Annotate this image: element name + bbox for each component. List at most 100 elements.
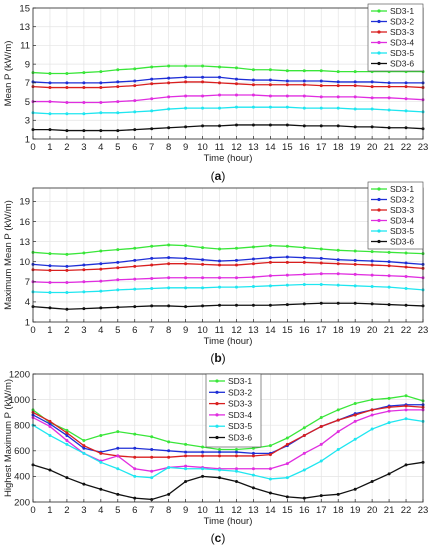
data-point-SD3-3 (285, 442, 289, 446)
data-point-SD3-3 (82, 444, 86, 448)
data-point-SD3-1 (116, 68, 120, 72)
data-point-SD3-4 (234, 467, 238, 471)
data-point-SD3-6 (234, 303, 238, 307)
data-point-SD3-1 (65, 428, 69, 432)
data-point-SD3-5 (218, 106, 222, 110)
data-point-SD3-2 (201, 258, 205, 262)
data-point-SD3-1 (404, 394, 408, 398)
x-tick-label: 23 (418, 505, 429, 516)
series-line-SD3-6 (33, 124, 424, 132)
data-point-SD3-3 (370, 408, 374, 412)
legend-label-SD3-3: SD3-3 (228, 399, 252, 409)
data-point-SD3-4 (48, 280, 52, 284)
data-point-SD3-1 (82, 251, 86, 255)
data-point-SD3-3 (218, 263, 222, 267)
x-tick-label: 10 (197, 505, 208, 516)
x-axis-label: Time (hour) (204, 516, 253, 527)
data-point-SD3-2 (234, 77, 238, 81)
data-point-SD3-2 (48, 422, 52, 426)
data-point-SD3-2 (234, 450, 238, 454)
data-point-SD3-2 (319, 79, 323, 83)
x-tick-label: 23 (418, 142, 429, 153)
data-point-SD3-1 (251, 68, 255, 72)
data-point-SD3-3 (319, 84, 323, 88)
data-point-SD3-4 (268, 467, 272, 471)
x-tick-label: 19 (350, 505, 361, 516)
legend-label-SD3-1: SD3-1 (228, 376, 252, 386)
data-point-SD3-5 (201, 286, 205, 290)
data-point-SD3-4 (370, 413, 374, 417)
data-point-SD3-2 (116, 446, 120, 450)
data-point-SD3-5 (116, 111, 120, 115)
data-point-SD3-1 (201, 445, 205, 449)
data-point-SD3-4 (302, 272, 306, 276)
data-point-SD3-2 (116, 80, 120, 84)
series-line-SD3-3 (32, 405, 424, 458)
data-point-SD3-2 (404, 261, 408, 265)
data-point-SD3-5 (150, 109, 154, 113)
data-point-SD3-4 (150, 276, 154, 280)
data-point-SD3-1 (387, 396, 391, 400)
data-point-SD3-2 (65, 433, 69, 437)
data-point-SD3-4 (370, 273, 374, 277)
data-point-SD3-2 (353, 80, 357, 84)
data-point-SD3-5 (133, 474, 137, 478)
series-line-SD3-1 (32, 65, 423, 75)
data-point-SD3-1 (268, 444, 272, 448)
data-point-SD3-5 (65, 442, 69, 446)
x-tick-label: 6 (132, 505, 137, 516)
data-point-SD3-1 (370, 250, 374, 254)
data-point-SD3-6 (116, 305, 120, 309)
plot-area (33, 188, 423, 322)
data-point-SD3-5 (387, 421, 391, 425)
data-point-SD3-2 (302, 256, 306, 260)
data-point-SD3-6 (268, 303, 272, 307)
data-point-SD3-3 (387, 405, 391, 409)
x-tick-label: 22 (401, 142, 412, 153)
legend-label-SD3-5: SD3-5 (390, 226, 414, 236)
x-tick-label: 0 (30, 142, 35, 153)
data-point-SD3-3 (302, 83, 306, 87)
series-line-SD3-3 (32, 261, 424, 272)
x-tick-label: 20 (367, 505, 378, 516)
data-point-SD3-3 (251, 262, 255, 266)
legend-marker-SD3-5 (377, 229, 381, 233)
data-point-SD3-2 (184, 256, 188, 260)
y-tick-label: 5 (25, 97, 30, 108)
data-point-SD3-4 (167, 95, 171, 99)
data-point-SD3-3 (336, 262, 340, 266)
x-tick-label: 5 (115, 142, 120, 153)
data-point-SD3-5 (251, 284, 255, 288)
data-point-SD3-2 (285, 255, 289, 259)
data-point-SD3-4 (99, 279, 103, 283)
data-point-SD3-3 (336, 418, 340, 422)
x-tick-label: 12 (231, 142, 242, 153)
data-point-SD3-2 (302, 79, 306, 83)
data-point-SD3-4 (150, 97, 154, 101)
data-point-SD3-1 (116, 248, 120, 252)
data-point-SD3-5 (319, 106, 323, 110)
data-point-SD3-1 (133, 67, 137, 71)
data-point-SD3-5 (133, 287, 137, 291)
data-point-SD3-6 (302, 124, 306, 128)
data-point-SD3-1 (65, 252, 69, 256)
x-tick-label: 11 (215, 505, 225, 516)
x-tick-label: 2 (64, 325, 69, 336)
series-line-SD3-4 (32, 273, 424, 284)
data-point-SD3-4 (353, 419, 357, 423)
data-point-SD3-5 (184, 467, 188, 471)
data-point-SD3-3 (302, 433, 306, 437)
data-point-SD3-4 (336, 95, 340, 99)
data-point-SD3-2 (99, 81, 103, 85)
data-point-SD3-5 (285, 105, 289, 109)
data-point-SD3-1 (336, 248, 340, 252)
data-point-SD3-6 (268, 491, 272, 495)
x-tick-label: 4 (98, 505, 103, 516)
data-point-SD3-6 (353, 301, 357, 305)
data-point-SD3-4 (387, 274, 391, 278)
data-point-SD3-1 (133, 432, 137, 436)
y-tick-label: 800 (14, 421, 30, 432)
y-tick-label: 13 (19, 22, 30, 33)
y-tick-label: 400 (14, 472, 30, 483)
